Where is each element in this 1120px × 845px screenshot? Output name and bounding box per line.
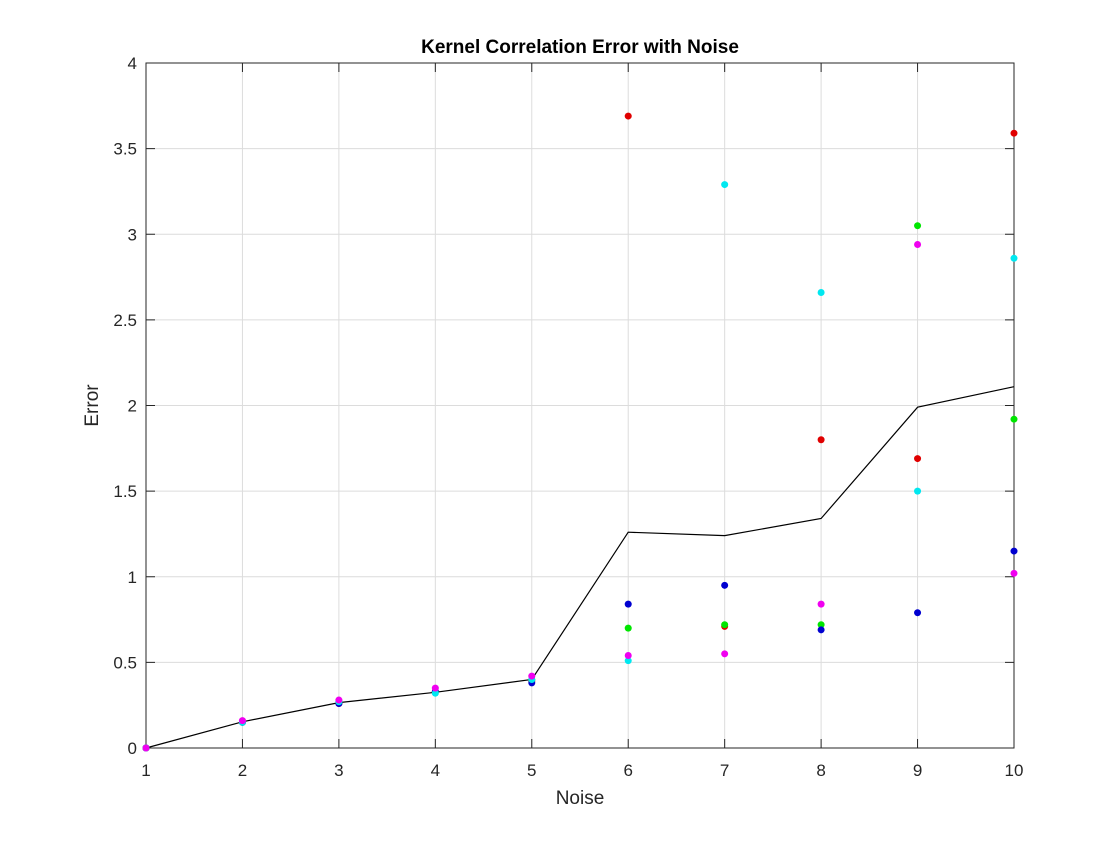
y-tick-label: 2.5 [113,311,137,330]
data-point [335,696,343,704]
x-tick-label: 5 [527,761,536,780]
data-point [914,487,922,495]
chart-title: Kernel Correlation Error with Noise [421,37,739,58]
data-point [142,744,150,752]
data-point [624,624,632,632]
scatter-series-3 [142,547,1018,752]
x-tick-label: 3 [334,761,343,780]
data-point [624,657,632,665]
y-tick-label: 2 [128,397,137,416]
x-tick-label: 7 [720,761,729,780]
x-tick-label: 10 [1005,761,1024,780]
mean-error-line [145,386,1015,749]
y-tick-label: 3.5 [113,140,137,159]
y-tick-label: 1.5 [113,482,137,501]
data-point [431,689,439,697]
data-point [238,717,246,725]
data-point [721,650,729,658]
scatter-series-1 [142,112,1018,752]
scatter-series-4 [142,181,1018,752]
data-point [817,288,825,296]
x-tick-label: 4 [431,761,440,780]
y-tick-label: 0.5 [113,653,137,672]
y-axis-label: Error [82,384,103,427]
series [142,112,1018,752]
data-point [721,181,729,189]
data-point [1010,129,1018,137]
data-point [528,672,536,680]
data-point [624,600,632,608]
scatter-series-5 [142,241,1018,752]
data-point [721,621,729,629]
y-tick-label: 3 [128,225,137,244]
scatter-series-2 [142,222,1018,752]
x-tick-label: 6 [623,761,632,780]
y-tick-label: 1 [128,568,137,587]
data-point [817,621,825,629]
y-tick-label: 4 [128,54,137,73]
data-point [1010,569,1018,577]
x-axis-label: Noise [556,788,605,809]
data-point [1010,254,1018,262]
x-tick-label: 1 [141,761,150,780]
x-tick-label: 8 [816,761,825,780]
x-tick-label: 2 [238,761,247,780]
data-point [817,600,825,608]
data-point [1010,415,1018,423]
data-point [817,436,825,444]
data-point [721,581,729,589]
data-point [817,626,825,634]
data-point [914,222,922,230]
data-point [914,241,922,249]
x-tick-label: 9 [913,761,922,780]
ticks: 1 2 3 4 5 6 7 8 9 10 0 0.5 1 1.5 2 2.5 3 3.5 4 [113,54,1023,780]
data-point [624,112,632,120]
data-point [914,609,922,617]
data-point [1010,547,1018,555]
grid [146,63,1014,748]
y-tick-label: 0 [128,739,137,758]
data-point [431,684,439,692]
data-point [914,455,922,463]
data-point [624,652,632,660]
